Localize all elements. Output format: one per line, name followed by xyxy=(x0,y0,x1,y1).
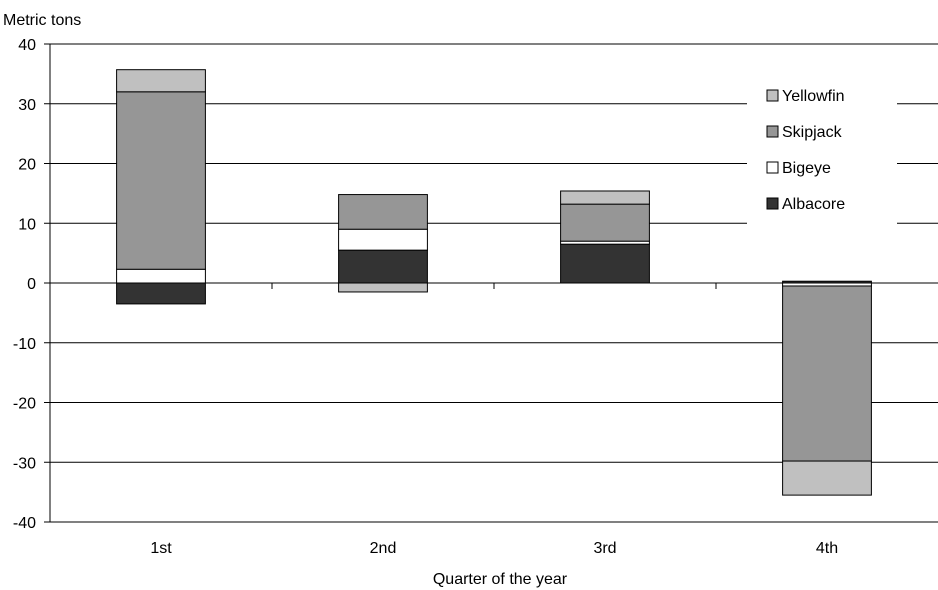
bar-segment-yellowfin-2nd xyxy=(338,282,428,293)
legend: Yellowfin Skipjack Bigeye Albacore xyxy=(747,81,897,225)
legend-swatch-yellowfin xyxy=(766,89,779,102)
bar-segment-yellowfin-4th xyxy=(782,460,872,496)
y-tick-label: -10 xyxy=(13,336,36,353)
x-axis-title: Quarter of the year xyxy=(433,571,568,588)
bar-segment-bigeye-2nd xyxy=(338,228,428,251)
axes xyxy=(44,43,717,523)
y-tick-label: 10 xyxy=(18,216,36,233)
y-tick-label: 30 xyxy=(18,97,36,114)
legend-label-bigeye: Bigeye xyxy=(782,160,831,177)
x-tick-label: 2nd xyxy=(370,540,397,557)
x-tick-label: 4th xyxy=(816,540,838,557)
y-tick-labels: 40 30 20 10 0 -10 -20 -30 -40 xyxy=(13,37,36,532)
y-tick-label: 20 xyxy=(18,157,36,174)
x-tick-labels: 1st 2nd 3rd 4th xyxy=(150,540,838,557)
x-tick-label: 3rd xyxy=(593,540,616,557)
legend-swatch-bigeye xyxy=(766,161,779,174)
legend-swatch-albacore xyxy=(766,197,779,210)
bars xyxy=(116,69,872,496)
bar-segment-skipjack-1st xyxy=(116,91,206,270)
legend-label-albacore: Albacore xyxy=(782,196,845,213)
bar-segment-yellowfin-3rd xyxy=(560,190,650,205)
legend-label-skipjack: Skipjack xyxy=(782,124,843,141)
bar-segment-skipjack-4th xyxy=(782,285,872,462)
y-axis-title: Metric tons xyxy=(3,12,81,29)
x-tick-label: 1st xyxy=(150,540,172,557)
y-tick-label: -20 xyxy=(13,396,36,413)
y-tick-label: -40 xyxy=(13,515,36,532)
bar-segment-skipjack-3rd xyxy=(560,203,650,242)
bar-segment-albacore-1st xyxy=(116,282,206,305)
y-tick-label: 0 xyxy=(27,276,36,293)
bar-segment-albacore-3rd xyxy=(560,243,650,284)
y-tick-label: 40 xyxy=(18,37,36,54)
legend-label-yellowfin: Yellowfin xyxy=(782,88,845,105)
bar-segment-bigeye-1st xyxy=(116,268,206,284)
legend-swatch-skipjack xyxy=(766,125,779,138)
bar-segment-yellowfin-1st xyxy=(116,69,206,93)
bar-segment-skipjack-2nd xyxy=(338,194,428,230)
bar-segment-albacore-2nd xyxy=(338,249,428,284)
y-tick-label: -30 xyxy=(13,455,36,472)
